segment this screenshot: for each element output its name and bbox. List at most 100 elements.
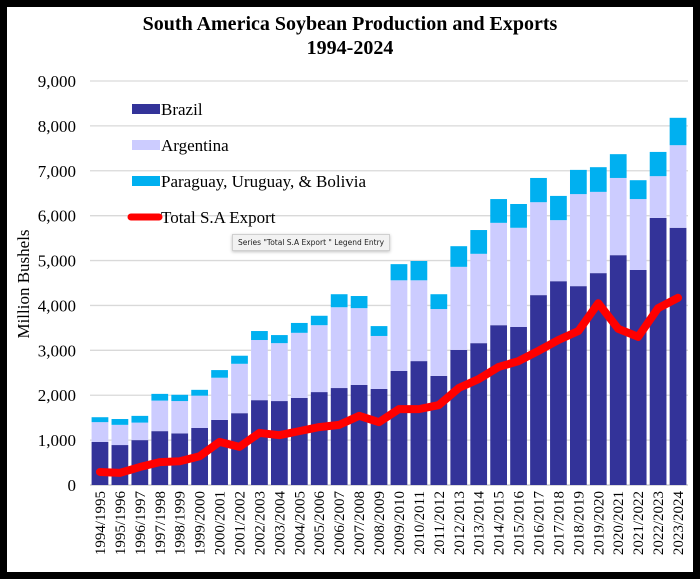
bar-paraguay-uruguay-bolivia[interactable] <box>629 180 647 200</box>
bar-brazil[interactable] <box>649 217 667 485</box>
x-tick-label: 2011/2012 <box>432 491 448 555</box>
bar-argentina[interactable] <box>569 194 587 287</box>
bar-brazil[interactable] <box>410 361 428 485</box>
bar-brazil[interactable] <box>470 343 488 485</box>
bar-argentina[interactable] <box>410 280 428 362</box>
bar-paraguay-uruguay-bolivia[interactable] <box>310 315 328 326</box>
bar-brazil[interactable] <box>669 227 687 485</box>
bar-brazil[interactable] <box>290 397 308 485</box>
bar-argentina[interactable] <box>430 309 448 376</box>
bar-paraguay-uruguay-bolivia[interactable] <box>111 419 129 425</box>
bar-paraguay-uruguay-bolivia[interactable] <box>649 151 667 177</box>
bar-paraguay-uruguay-bolivia[interactable] <box>569 169 587 195</box>
bar-argentina[interactable] <box>510 227 527 327</box>
bar-paraguay-uruguay-bolivia[interactable] <box>211 370 228 378</box>
bar-paraguay-uruguay-bolivia[interactable] <box>490 199 508 223</box>
bar-brazil[interactable] <box>211 419 228 485</box>
y-axis-ticks: 0 1,000 2,000 3,000 4,000 5,000 6,000 7,000 8,00… <box>38 72 76 495</box>
bar-paraguay-uruguay-bolivia[interactable] <box>91 417 109 423</box>
bar-brazil[interactable] <box>350 384 368 485</box>
bar-paraguay-uruguay-bolivia[interactable] <box>270 335 288 344</box>
bar-paraguay-uruguay-bolivia[interactable] <box>350 296 368 309</box>
bar-brazil[interactable] <box>589 273 607 485</box>
bar-brazil[interactable] <box>609 255 627 485</box>
bar-paraguay-uruguay-bolivia[interactable] <box>290 322 308 333</box>
bar-argentina[interactable] <box>270 343 288 402</box>
bar-paraguay-uruguay-bolivia[interactable] <box>550 195 567 221</box>
bar-argentina[interactable] <box>310 325 328 393</box>
x-tick-label: 2009/2010 <box>392 491 408 555</box>
bar-argentina[interactable] <box>211 377 228 420</box>
bar-paraguay-uruguay-bolivia[interactable] <box>191 389 209 396</box>
bar-paraguay-uruguay-bolivia[interactable] <box>151 393 169 401</box>
bar-paraguay-uruguay-bolivia[interactable] <box>530 177 547 203</box>
bar-argentina[interactable] <box>589 191 607 274</box>
bar-brazil[interactable] <box>270 401 288 485</box>
bar-brazil[interactable] <box>91 441 109 485</box>
bar-brazil[interactable] <box>151 431 169 485</box>
bar-argentina[interactable] <box>390 280 408 371</box>
y-tick-label: 9,000 <box>38 72 76 91</box>
bar-argentina[interactable] <box>191 395 209 428</box>
bar-argentina[interactable] <box>151 400 169 432</box>
bar-paraguay-uruguay-bolivia[interactable] <box>510 203 527 228</box>
bar-brazil[interactable] <box>251 400 268 485</box>
x-tick-label: 1994/1995 <box>93 491 109 555</box>
line-total-export[interactable] <box>95 293 683 477</box>
bar-argentina[interactable] <box>609 177 627 256</box>
bar-argentina[interactable] <box>171 401 189 434</box>
bar-argentina[interactable] <box>370 335 388 389</box>
legend-label-total-export: Total S.A Export <box>161 208 276 227</box>
bar-brazil[interactable] <box>530 295 547 485</box>
bar-paraguay-uruguay-bolivia[interactable] <box>410 261 428 281</box>
bar-brazil[interactable] <box>330 388 348 485</box>
bar-argentina[interactable] <box>669 145 687 228</box>
bar-brazil[interactable] <box>450 349 468 485</box>
bar-brazil[interactable] <box>629 269 647 485</box>
bar-argentina[interactable] <box>550 220 567 282</box>
bar-argentina[interactable] <box>231 363 248 414</box>
bar-brazil[interactable] <box>131 440 149 485</box>
bar-brazil[interactable] <box>111 445 129 485</box>
bar-paraguay-uruguay-bolivia[interactable] <box>609 154 627 178</box>
bar-paraguay-uruguay-bolivia[interactable] <box>131 415 149 423</box>
bar-paraguay-uruguay-bolivia[interactable] <box>430 294 448 310</box>
legend-swatch-paraguay-uruguay-bolivia <box>132 176 160 186</box>
bar-brazil[interactable] <box>370 388 388 485</box>
bar-brazil[interactable] <box>490 325 508 485</box>
bar-brazil[interactable] <box>569 286 587 485</box>
bar-paraguay-uruguay-bolivia[interactable] <box>589 167 607 192</box>
bar-argentina[interactable] <box>629 199 647 270</box>
bar-paraguay-uruguay-bolivia[interactable] <box>450 246 468 267</box>
legend-label-brazil: Brazil <box>161 100 203 119</box>
bar-argentina[interactable] <box>131 422 149 441</box>
bar-argentina[interactable] <box>490 222 508 326</box>
bar-brazil[interactable] <box>310 392 328 485</box>
bar-argentina[interactable] <box>530 202 547 296</box>
y-tick-label: 8,000 <box>38 117 76 136</box>
y-tick-label: 1,000 <box>38 431 76 450</box>
bar-argentina[interactable] <box>91 422 109 442</box>
bar-paraguay-uruguay-bolivia[interactable] <box>470 230 488 254</box>
bar-argentina[interactable] <box>111 424 129 446</box>
bar-brazil[interactable] <box>390 370 408 485</box>
legend[interactable]: Brazil Argentina Paraguay, Uruguay, & Bo… <box>127 100 367 227</box>
bar-brazil[interactable] <box>550 281 567 485</box>
bar-brazil[interactable] <box>430 375 448 485</box>
bar-paraguay-uruguay-bolivia[interactable] <box>370 326 388 336</box>
bar-brazil[interactable] <box>510 326 527 485</box>
x-tick-label: 2021/2022 <box>631 491 647 555</box>
bar-argentina[interactable] <box>290 332 308 398</box>
bar-argentina[interactable] <box>350 308 368 385</box>
bar-paraguay-uruguay-bolivia[interactable] <box>390 264 408 281</box>
bar-argentina[interactable] <box>470 253 488 344</box>
bar-argentina[interactable] <box>251 340 268 401</box>
bar-argentina[interactable] <box>649 176 667 218</box>
bar-argentina[interactable] <box>450 266 468 350</box>
bar-paraguay-uruguay-bolivia[interactable] <box>669 117 687 146</box>
bar-paraguay-uruguay-bolivia[interactable] <box>231 355 248 364</box>
bar-paraguay-uruguay-bolivia[interactable] <box>171 394 189 402</box>
bar-argentina[interactable] <box>330 307 348 389</box>
bar-paraguay-uruguay-bolivia[interactable] <box>330 294 348 308</box>
bar-paraguay-uruguay-bolivia[interactable] <box>251 331 268 341</box>
